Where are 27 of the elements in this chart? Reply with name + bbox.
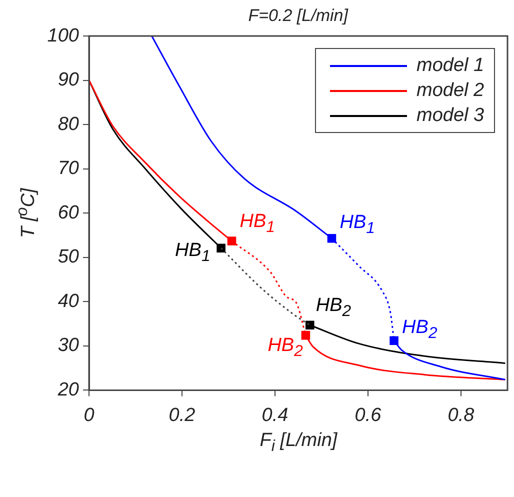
x-tick-label: 0 <box>84 404 95 426</box>
annotation: HB$_{2}$ <box>402 316 438 342</box>
legend-label: model 3 <box>416 104 484 128</box>
y-tick-label: 70 <box>58 158 80 180</box>
y-tick-label: 30 <box>58 335 80 356</box>
annotation: HB$_{1}$ <box>340 212 375 238</box>
annotation: HB$_{2}$ <box>316 295 352 321</box>
point <box>390 336 398 345</box>
annotation: HB$_{1}$ <box>240 210 275 237</box>
y-tick-label: 50 <box>58 246 80 268</box>
legend-label: model 2 <box>416 79 484 103</box>
chart-title: F=0.2 [L/min] <box>248 6 348 26</box>
y-tick-label: 80 <box>58 114 80 135</box>
x-tick-label: 0.4 <box>262 404 288 426</box>
point <box>305 320 314 330</box>
y-tick-label: 90 <box>58 70 80 91</box>
x-axis-title: F$_{i}$ [L/min] <box>260 430 338 456</box>
x-tick-label: 0.8 <box>448 404 475 426</box>
x-tick-label: 0.6 <box>354 404 382 426</box>
y-tick-label: 60 <box>58 202 80 224</box>
y-tick-label: 40 <box>58 290 80 312</box>
y-tick-label: 20 <box>56 379 80 400</box>
annotation: HB$_{2}$ <box>268 335 303 362</box>
x-tick-label: 0.2 <box>168 404 196 426</box>
legend-label: model 1 <box>416 54 484 78</box>
y-tick-label: 100 <box>47 25 80 46</box>
annotation: HB$_{1}$ <box>175 240 210 266</box>
